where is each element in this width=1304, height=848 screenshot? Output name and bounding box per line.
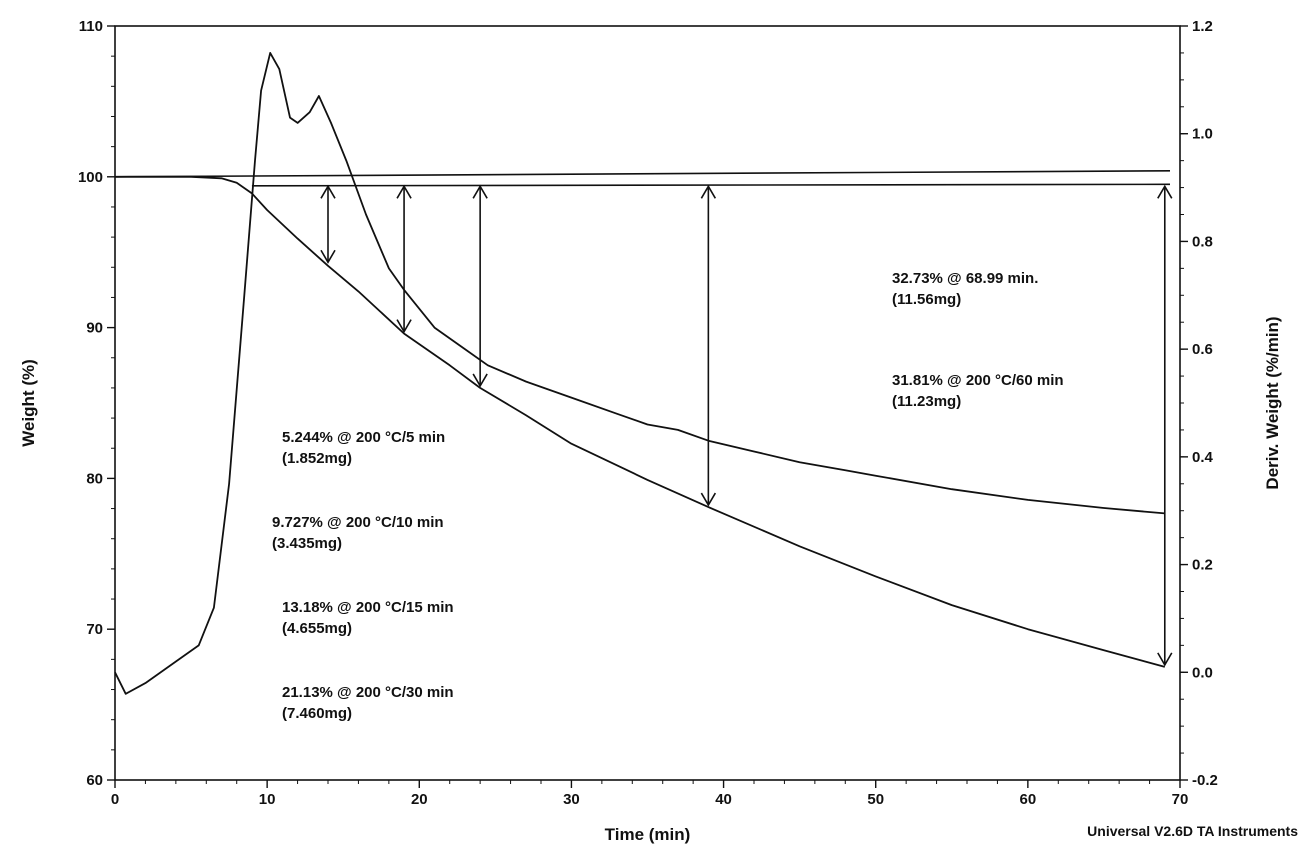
labels: 0 10 20 30 40 50 60 70 60 70 80 90 100 110 -0.2 0.0 0.2 0… [19, 18, 1298, 844]
annotation-line2: (11.23mg) [892, 393, 961, 410]
measurement-arrow-head-up [396, 184, 412, 199]
measurement-arrows [320, 184, 1173, 667]
weight-line [115, 175, 1166, 668]
y-left-tick-label: 60 [86, 772, 103, 789]
annotation-line2: (7.460mg) [282, 705, 352, 722]
annotation-line1: 32.73% @ 68.99 min. [892, 270, 1038, 287]
x-tick-label: 30 [563, 791, 580, 808]
y-right-tick-label: 0.2 [1192, 557, 1213, 574]
y-left-axis-title: Weight (%) [19, 359, 38, 447]
baseline-upper [114, 169, 1171, 178]
y-right-tick-label: 1.2 [1192, 18, 1213, 35]
measurement-arrow-head-up [1157, 184, 1173, 199]
measurement-arrow-head-down [1157, 652, 1173, 667]
y-left-tick-label: 110 [79, 18, 103, 35]
x-tick-label: 40 [715, 791, 732, 808]
measurement-arrow-head-down [472, 373, 488, 388]
y-left-tick-label: 90 [86, 320, 103, 337]
annotation-line2: (1.852mg) [282, 450, 352, 467]
y-left-tick-label: 80 [86, 470, 103, 487]
derivative-weight-line [114, 52, 1165, 695]
x-tick-label: 10 [259, 791, 276, 808]
series-layer [114, 52, 1171, 695]
annotation-line1: 9.727% @ 200 °C/10 min [272, 514, 444, 531]
x-axis-title: Time (min) [605, 825, 691, 844]
measurement-arrow-head-up [700, 184, 717, 199]
measurement-arrow-head-up [320, 184, 336, 199]
plot-frame [114, 25, 1181, 781]
axes [107, 25, 1188, 788]
y-right-tick-label: -0.2 [1192, 772, 1218, 789]
measurement-arrow-head-down [396, 319, 412, 334]
y-right-tick-label: 0.4 [1192, 449, 1214, 466]
y-right-tick-label: 0.8 [1192, 233, 1213, 250]
x-tick-label: 20 [411, 791, 428, 808]
baseline-lower [251, 183, 1171, 187]
instrument-credit: Universal V2.6D TA Instruments [1087, 823, 1298, 839]
measurement-arrow-head-down [320, 249, 336, 264]
y-right-tick-label: 0.6 [1192, 341, 1213, 358]
measurement-arrow-head-down [700, 492, 717, 507]
annotation-line1: 5.244% @ 200 °C/5 min [282, 429, 445, 446]
annotation-line2: (3.435mg) [272, 535, 342, 552]
annotation-line2: (11.56mg) [892, 291, 961, 308]
y-left-tick-label: 100 [78, 169, 103, 186]
annotation-line1: 13.18% @ 200 °C/15 min [282, 599, 454, 616]
y-left-tick-label: 70 [86, 621, 103, 638]
measurement-arrow-head-up [472, 184, 488, 199]
x-tick-label: 60 [1020, 791, 1037, 808]
x-tick-label: 50 [867, 791, 884, 808]
y-right-tick-label: 1.0 [1192, 126, 1213, 143]
annotation-line2: (4.655mg) [282, 620, 352, 637]
y-right-axis-title: Deriv. Weight (%/min) [1263, 316, 1282, 489]
x-tick-label: 0 [111, 791, 119, 808]
y-right-tick-label: 0.0 [1192, 664, 1213, 681]
annotation-line1: 21.13% @ 200 °C/30 min [282, 684, 454, 701]
x-tick-label: 70 [1172, 791, 1189, 808]
annotation-line1: 31.81% @ 200 °C/60 min [892, 372, 1064, 389]
